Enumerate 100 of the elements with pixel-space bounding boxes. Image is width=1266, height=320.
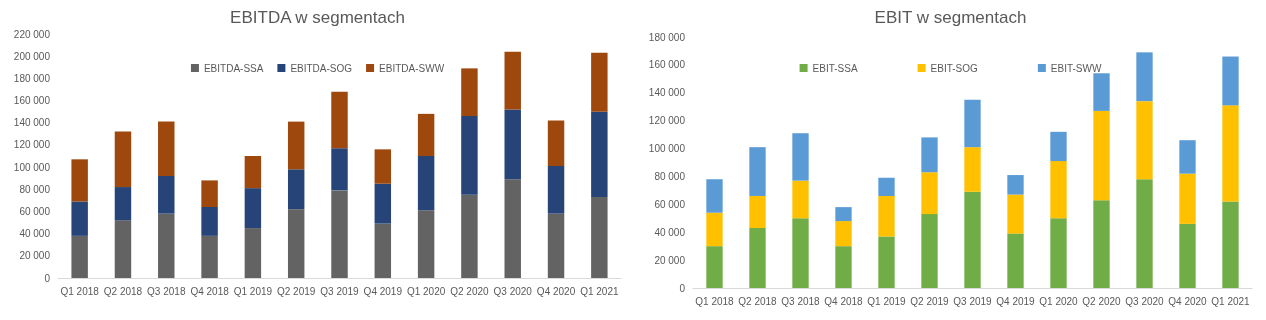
bar [964,147,981,192]
bar [417,156,435,211]
bar [374,183,392,224]
bar [504,51,521,110]
y-tick-label: 180 000 [13,72,51,84]
bar [835,246,852,288]
bar [201,180,218,208]
x-tick-label: Q4 2020 [1168,295,1208,307]
bar [792,218,809,288]
bar [591,197,608,278]
bar [201,207,218,236]
bar [1136,101,1153,180]
legend-label: EBIT-SOG [930,62,979,74]
chart-title: EBIT w segmentach [874,8,1027,27]
bar [461,68,478,117]
y-tick-label: 180 000 [648,31,686,43]
bar [706,212,723,247]
bar [878,195,895,237]
bar [461,116,478,195]
bar [964,99,981,148]
x-tick-label: Q4 2020 [536,285,576,297]
bar [1093,110,1110,201]
bar [706,179,723,213]
bar [114,187,132,221]
x-tick-label: Q4 2018 [190,285,230,297]
bar [921,214,938,288]
bar [706,246,723,288]
x-tick-label: Q1 2019 [233,285,273,297]
bar [417,210,435,278]
x-tick-label: Q3 2020 [493,285,533,297]
x-tick-label: Q3 2018 [147,285,186,297]
bar [749,147,766,196]
bar [1093,73,1110,111]
bar [1007,175,1024,195]
y-tick-label: 60 000 [654,198,686,210]
y-tick-label: 160 000 [13,95,51,107]
x-tick-label: Q1 2019 [867,295,907,307]
y-tick-label: 20 000 [19,250,51,262]
bar [1222,105,1239,202]
x-tick-label: Q2 2019 [277,285,316,297]
bar [547,213,565,278]
bar [244,228,262,278]
y-tick-label: 140 000 [13,117,51,129]
y-tick-label: 100 000 [648,143,686,155]
bar [1222,201,1239,288]
bar [792,180,809,219]
x-tick-label: Q1 2018 [60,285,100,297]
bar [591,52,608,112]
bar [244,188,262,229]
y-tick-label: 80 000 [19,183,51,195]
bar [158,175,175,214]
x-tick-label: Q2 2018 [103,285,143,297]
x-tick-label: Q1 2021 [1211,295,1251,307]
bar [244,156,262,189]
bar [547,120,565,166]
bar [792,133,809,181]
bar [331,148,348,191]
x-tick-label: Q4 2018 [824,295,864,307]
bar [331,91,348,149]
legend-label: EBITDA-SSA [203,62,264,74]
bar [1179,140,1196,174]
bar [1093,200,1110,288]
bar [1050,131,1067,162]
bar [964,191,981,288]
x-tick-label: Q4 2019 [363,285,403,297]
x-tick-label: Q2 2018 [738,295,778,307]
bar [878,236,895,288]
bar [1007,233,1024,288]
bar [114,131,132,188]
bar [287,169,305,210]
bar [1136,52,1153,102]
bar [921,137,938,173]
bar [1179,173,1196,224]
bar [374,223,392,278]
bar [287,209,305,278]
bar [1050,161,1067,219]
x-tick-label: Q3 2020 [1125,295,1165,307]
y-tick-label: 20 000 [654,254,686,266]
y-tick-label: 100 000 [13,161,51,173]
y-tick-label: 160 000 [648,59,686,71]
x-tick-label: Q2 2019 [910,295,950,307]
bar [1179,223,1196,288]
bar [1136,179,1153,288]
bar [158,121,175,176]
bar [547,165,565,214]
x-tick-label: Q1 2021 [580,285,619,297]
x-tick-label: Q3 2018 [781,295,821,307]
bar [71,201,88,236]
bar [1007,194,1024,234]
y-tick-label: 120 000 [648,115,686,127]
y-tick-label: 80 000 [654,170,686,182]
legend-label: EBITDA-SWW [379,62,445,74]
x-tick-label: Q2 2020 [1082,295,1122,307]
bar [878,177,895,196]
x-tick-label: Q2 2020 [450,285,490,297]
chart-title: EBITDA w segmentach [230,8,405,27]
bar [71,235,88,278]
bar [591,111,608,198]
y-tick-label: 40 000 [19,228,51,240]
y-tick-label: 0 [679,282,686,294]
